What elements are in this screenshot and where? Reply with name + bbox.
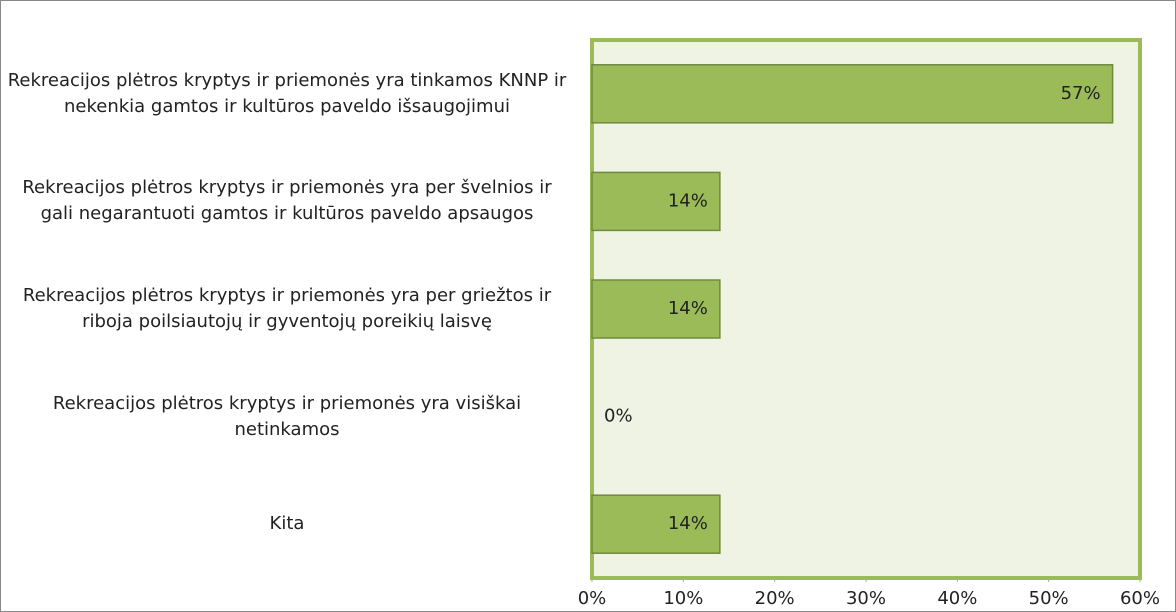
value-label: 57% [1061, 83, 1101, 104]
value-label: 14% [668, 190, 708, 211]
y-tick-label: Kita [269, 513, 305, 535]
y-tick-label: Rekreacijos plėtros kryptys ir priemonės… [22, 285, 552, 332]
x-tick-label: 30% [846, 588, 886, 609]
x-tick-label: 0% [578, 588, 607, 609]
bar [591, 171, 721, 232]
x-tick-label: 50% [1029, 588, 1069, 609]
bar [591, 279, 721, 339]
value-label: 14% [668, 513, 708, 534]
x-tick-label: 40% [937, 588, 977, 609]
value-label: 0% [604, 406, 633, 427]
x-tick-label: 60% [1120, 588, 1160, 609]
y-tick-label: Rekreacijos plėtros kryptys ir priemonės… [52, 392, 522, 440]
x-tick-label: 20% [755, 588, 795, 609]
bar [591, 494, 721, 554]
y-tick-label: Rekreacijos plėtros kryptys ir priemonės… [22, 177, 552, 225]
value-label: 14% [668, 298, 708, 319]
y-tick-label: Rekreacijos plėtros kryptys ir priemonės… [7, 69, 567, 117]
x-tick-label: 10% [663, 588, 703, 609]
bar [591, 64, 1114, 124]
